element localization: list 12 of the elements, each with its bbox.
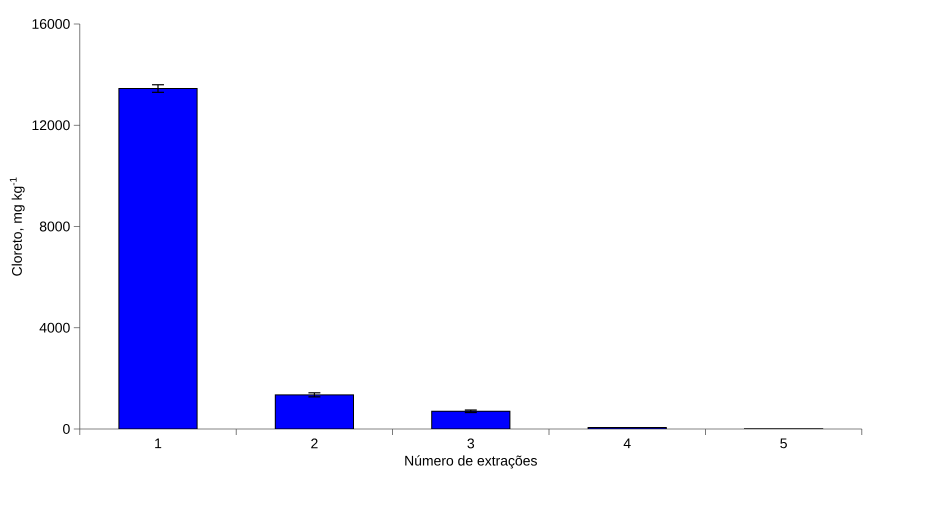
y-tick-label: 0 — [63, 424, 70, 434]
y-tick-label: 8000 — [40, 222, 70, 232]
x-tick-label: 2 — [311, 438, 318, 448]
x-tick-label: 3 — [467, 438, 474, 448]
x-tick-label: 4 — [624, 438, 631, 448]
x-tick-label: 5 — [780, 438, 787, 448]
y-axis-title: Cloreto, mg kg$^{-1}$ — [10, 178, 25, 276]
y-tick-label: 12000 — [32, 120, 70, 130]
y-tick-label: 4000 — [40, 322, 70, 333]
x-axis-title: Número de extrações — [405, 455, 537, 468]
x-tick-label: 1 — [155, 438, 162, 448]
y-tick-label: 16000 — [32, 19, 70, 29]
